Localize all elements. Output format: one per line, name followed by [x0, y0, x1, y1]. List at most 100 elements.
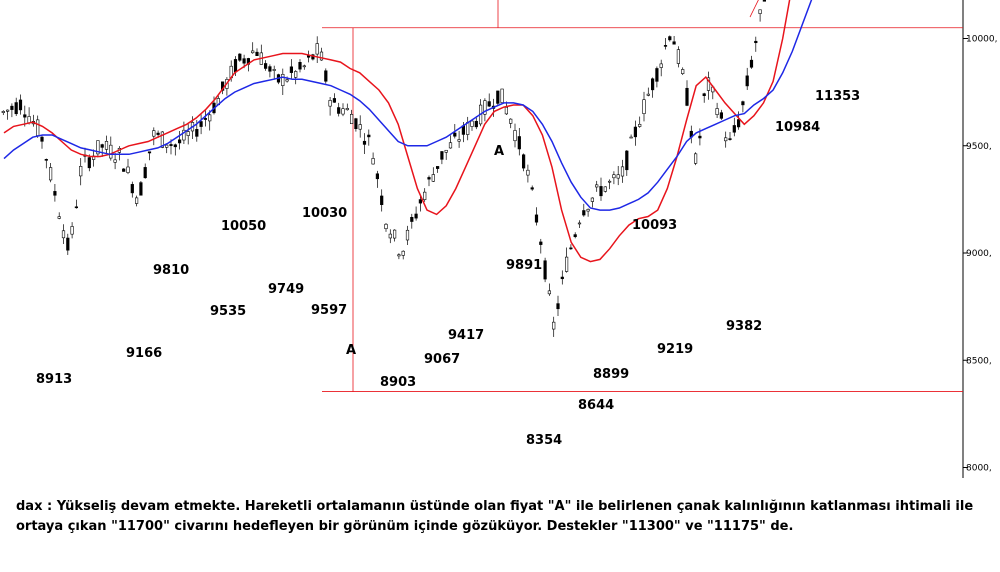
- candle: [638, 116, 642, 128]
- candle: [281, 68, 285, 95]
- candle: [388, 229, 392, 244]
- moving-average-blue: [3, 0, 813, 211]
- y-tick-label: 8000,: [966, 464, 992, 474]
- candle: [384, 223, 388, 232]
- candle: [186, 124, 190, 145]
- candle: [397, 253, 401, 260]
- candle: [620, 159, 625, 183]
- candle: [126, 158, 130, 175]
- candle: [306, 50, 311, 63]
- candle: [573, 232, 577, 239]
- candle: [642, 91, 646, 122]
- candle: [259, 44, 263, 65]
- candle: [448, 135, 453, 149]
- y-axis-ticks: 8000,8500,9000,9500,10000,10500,11000,11…: [963, 35, 998, 474]
- candle: [57, 212, 61, 220]
- candle: [255, 48, 259, 57]
- candle: [672, 36, 676, 45]
- candle: [332, 93, 337, 103]
- candle: [616, 165, 620, 186]
- candle: [87, 154, 91, 172]
- price-label: 10093: [632, 218, 677, 233]
- candle: [263, 60, 268, 71]
- candle: [23, 105, 27, 127]
- price-label: 9597: [311, 303, 347, 318]
- price-label: 10050: [221, 219, 266, 234]
- candle: [341, 103, 345, 117]
- candle: [367, 129, 371, 146]
- candle: [130, 181, 134, 198]
- candle: [693, 152, 698, 166]
- candle: [534, 207, 539, 226]
- candle: [31, 114, 35, 127]
- candle: [6, 109, 10, 120]
- candle: [625, 150, 629, 176]
- candle: [547, 283, 551, 296]
- candle: [225, 77, 229, 96]
- price-label: 8913: [36, 372, 72, 387]
- price-label: 10984: [775, 120, 820, 135]
- candle: [298, 59, 302, 73]
- candle: [358, 115, 362, 138]
- candle: [504, 101, 509, 116]
- price-label: 9382: [726, 319, 762, 334]
- candle: [668, 35, 672, 42]
- candle: [612, 171, 616, 185]
- candle: [741, 100, 745, 113]
- candle: [745, 67, 749, 90]
- candle: [48, 162, 53, 183]
- candle: [14, 97, 18, 117]
- pattern-label-a-lower: A: [346, 343, 356, 358]
- candle: [427, 175, 431, 187]
- candle: [345, 103, 349, 111]
- candle: [10, 103, 14, 118]
- candlesticks: [1, 0, 766, 337]
- candle: [663, 38, 668, 50]
- candle: [44, 158, 48, 169]
- candle: [315, 36, 319, 64]
- candle: [36, 115, 40, 138]
- candle: [435, 166, 440, 173]
- candle: [362, 133, 367, 155]
- candle: [715, 102, 719, 118]
- price-label: 8354: [526, 433, 562, 448]
- price-label: 9749: [268, 282, 304, 297]
- commentary-text: dax : Yükseliş devam etmekte. Hareketli …: [16, 499, 974, 534]
- candle: [208, 110, 212, 131]
- candle: [758, 9, 762, 22]
- candle: [113, 152, 117, 170]
- candle: [251, 42, 255, 54]
- candle: [289, 59, 294, 80]
- candle: [354, 117, 358, 132]
- candle: [337, 102, 341, 117]
- candle: [586, 208, 590, 217]
- candle: [655, 66, 659, 88]
- candle: [18, 94, 23, 115]
- candle: [526, 164, 530, 183]
- candle: [483, 98, 487, 122]
- candle: [564, 247, 569, 273]
- candle: [380, 189, 384, 212]
- candle: [607, 179, 612, 190]
- trend-channel-line: [749, 0, 759, 18]
- candle: [560, 270, 564, 285]
- candle: [165, 144, 169, 154]
- candle: [79, 158, 83, 186]
- candle: [509, 118, 513, 129]
- candle: [152, 127, 156, 146]
- candle: [702, 92, 706, 103]
- moving-average-red: [3, 0, 791, 263]
- candle: [659, 59, 663, 77]
- candle: [135, 195, 139, 207]
- candle: [147, 151, 152, 161]
- price-label: 11353: [815, 89, 860, 104]
- candle: [324, 68, 328, 84]
- candle: [173, 143, 177, 156]
- candle: [410, 213, 414, 229]
- candle: [539, 238, 543, 254]
- candle: [311, 53, 315, 61]
- candle: [474, 116, 478, 130]
- candle: [728, 131, 732, 141]
- candle: [552, 316, 556, 337]
- price-label: 9067: [424, 352, 460, 367]
